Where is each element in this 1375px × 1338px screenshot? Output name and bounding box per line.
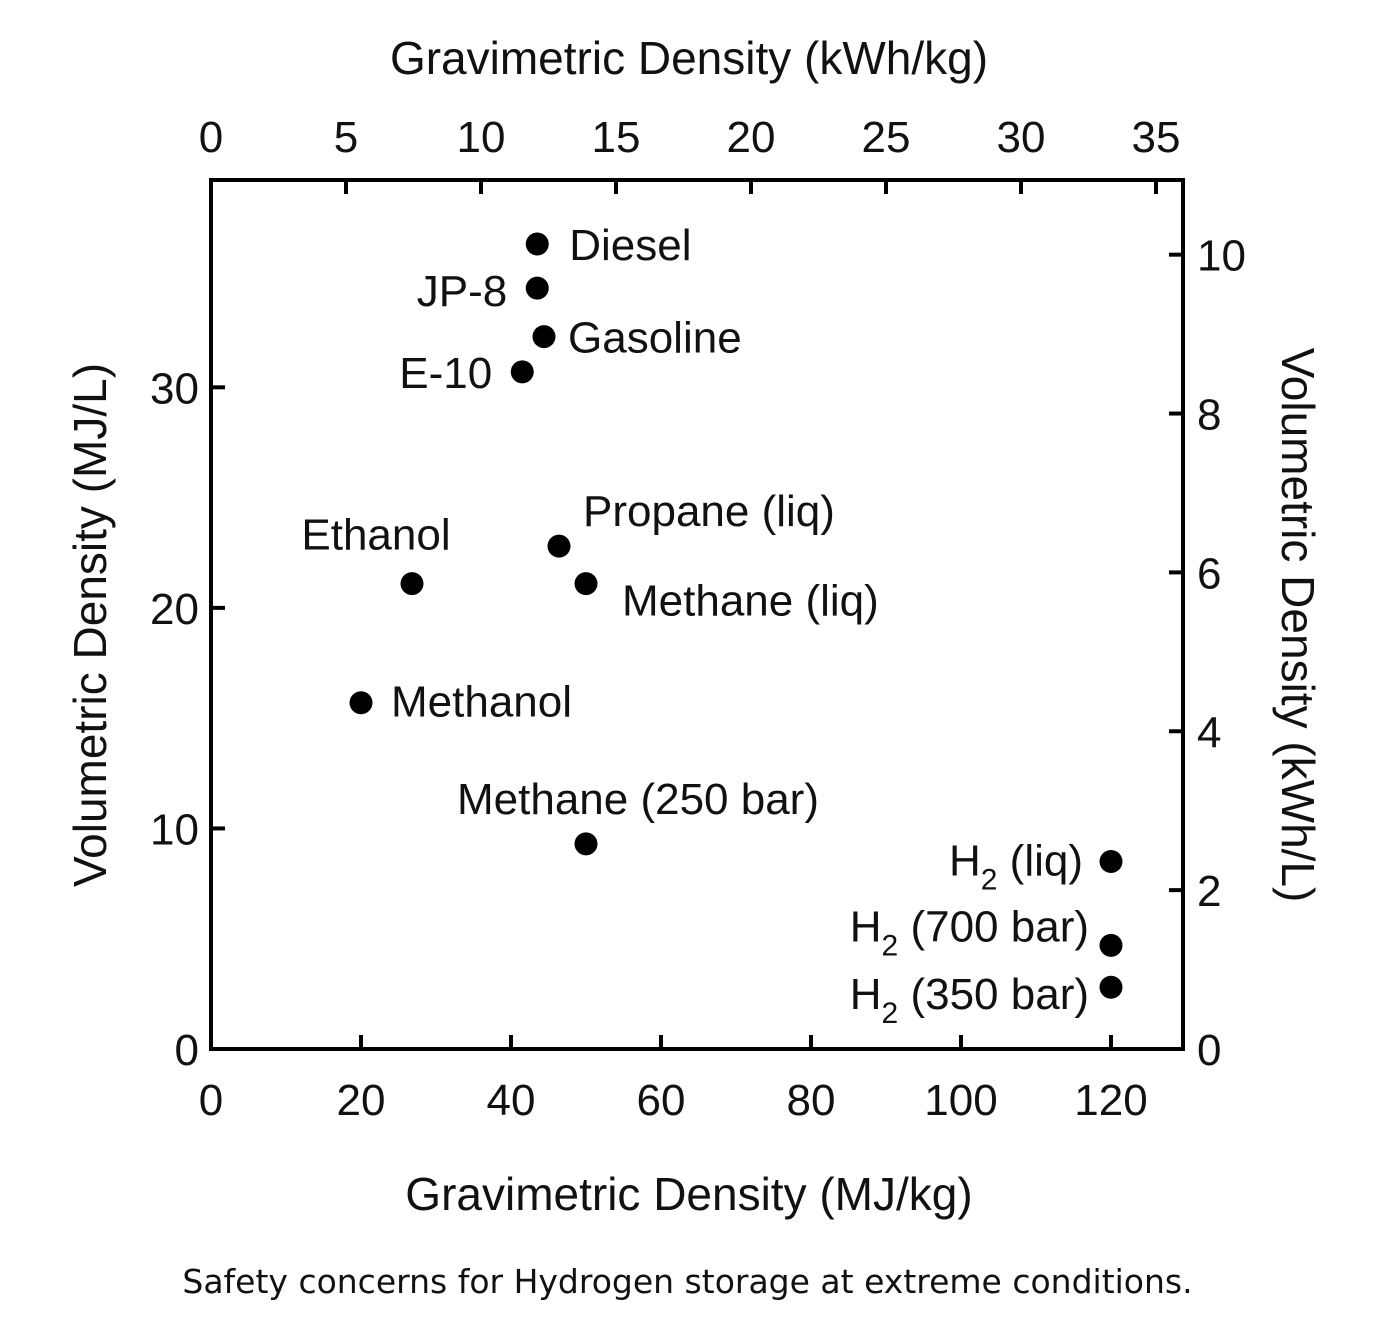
point-label: Propane (liq) — [583, 487, 835, 536]
point-label: Methanol — [391, 678, 572, 727]
x2-tick-label: 30 — [997, 113, 1046, 162]
data-point — [1099, 975, 1123, 999]
y2-tick-label: 10 — [1197, 232, 1246, 281]
x-tick-label: 60 — [637, 1076, 686, 1125]
tick-labels: 0 20 40 60 80 100 120 0 5 10 15 20 25 30 35 0 10 20 30 0 2 4 6… — [150, 113, 1246, 1125]
x-tick-label: 100 — [924, 1076, 997, 1125]
x-tick-label: 120 — [1074, 1076, 1147, 1125]
x2-tick-label: 25 — [862, 113, 911, 162]
point-label: Ethanol — [301, 511, 450, 560]
data-point — [574, 832, 598, 856]
y-tick-label: 20 — [150, 585, 199, 634]
right-axis-title: Volumetric Density (kWh/L) — [1272, 348, 1324, 903]
point-label: JP-8 — [417, 267, 507, 316]
x2-tick-label: 15 — [592, 113, 641, 162]
data-point — [349, 691, 373, 715]
y-tick-label: 0 — [175, 1026, 199, 1075]
y2-tick-label: 2 — [1197, 867, 1221, 916]
point-label: Diesel — [569, 221, 691, 270]
x-tick-label: 20 — [337, 1076, 386, 1125]
x2-tick-label: 10 — [457, 113, 506, 162]
data-point — [532, 325, 556, 349]
figure-caption: Safety concerns for Hydrogen storage at … — [182, 1262, 1193, 1301]
left-axis-title: Volumetric Density (MJ/L) — [64, 363, 116, 887]
x2-tick-label: 0 — [199, 113, 223, 162]
y2-tick-label: 8 — [1197, 391, 1221, 440]
plot-frame — [209, 178, 1185, 1051]
x-tick-label: 0 — [199, 1076, 223, 1125]
point-label: Gasoline — [568, 314, 742, 363]
y-tick-label: 30 — [150, 364, 199, 413]
axis-ticks — [209, 180, 1183, 1051]
x2-tick-label: 20 — [727, 113, 776, 162]
data-points — [349, 232, 1123, 999]
data-point — [525, 232, 549, 256]
x2-tick-label: 5 — [334, 113, 358, 162]
bottom-axis-title: Gravimetric Density (MJ/kg) — [405, 1168, 972, 1220]
y-tick-label: 10 — [150, 805, 199, 854]
x2-tick-label: 35 — [1132, 113, 1181, 162]
point-label: H2 (350 bar) — [850, 970, 1089, 1030]
data-point — [400, 572, 424, 596]
point-label: Methane (250 bar) — [457, 775, 819, 824]
point-label: H2 (liq) — [949, 837, 1083, 897]
point-label: Methane (liq) — [622, 577, 879, 626]
top-axis-title: Gravimetric Density (kWh/kg) — [390, 32, 988, 84]
data-point — [510, 360, 534, 384]
x-tick-label: 40 — [487, 1076, 536, 1125]
point-label: H2 (700 bar) — [850, 902, 1089, 962]
y2-tick-label: 6 — [1197, 549, 1221, 598]
data-point — [574, 572, 598, 596]
x-tick-label: 80 — [787, 1076, 836, 1125]
point-labels: Diesel JP-8 Gasoline E-10 Propane (liq) Ethan… — [301, 221, 1089, 1030]
y2-tick-label: 4 — [1197, 708, 1221, 757]
data-point — [547, 534, 571, 558]
scatter-chart: 0 20 40 60 80 100 120 0 5 10 15 20 25 30 35 0 10 20 30 0 2 4 6… — [64, 32, 1324, 1220]
y2-tick-label: 0 — [1197, 1026, 1221, 1075]
data-point — [1099, 850, 1123, 874]
data-point — [1099, 933, 1123, 957]
data-point — [525, 276, 549, 300]
point-label: E-10 — [399, 349, 492, 398]
